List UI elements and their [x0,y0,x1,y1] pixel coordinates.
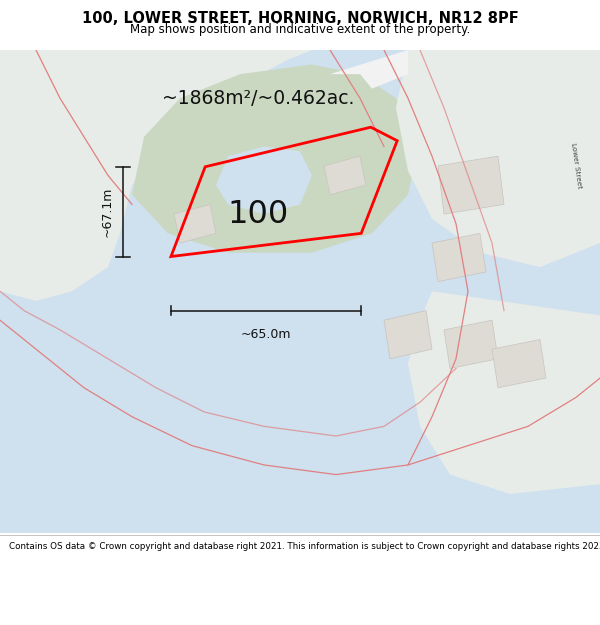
Text: 100: 100 [227,199,289,229]
Polygon shape [396,50,600,267]
Polygon shape [324,156,366,195]
Polygon shape [492,339,546,388]
Text: ~67.1m: ~67.1m [100,186,113,237]
Text: Lower Street: Lower Street [570,142,582,189]
Polygon shape [384,311,432,359]
Polygon shape [0,50,312,301]
Text: ~1868m²/~0.462ac.: ~1868m²/~0.462ac. [162,89,354,107]
Text: Map shows position and indicative extent of the property.: Map shows position and indicative extent… [130,23,470,36]
Polygon shape [438,156,504,214]
Text: Contains OS data © Crown copyright and database right 2021. This information is : Contains OS data © Crown copyright and d… [9,542,600,551]
Text: ~65.0m: ~65.0m [241,328,292,341]
Polygon shape [408,291,600,494]
Polygon shape [174,204,216,243]
Polygon shape [330,50,408,89]
Polygon shape [216,146,312,214]
Polygon shape [432,233,486,282]
Polygon shape [444,320,498,369]
Polygon shape [132,64,420,253]
Text: 100, LOWER STREET, HORNING, NORWICH, NR12 8PF: 100, LOWER STREET, HORNING, NORWICH, NR1… [82,11,518,26]
